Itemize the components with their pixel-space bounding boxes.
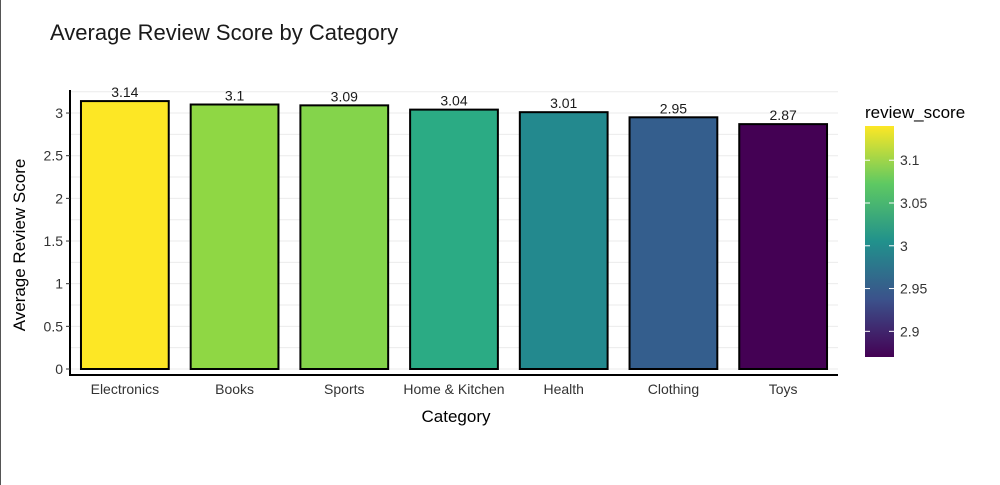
- x-tick-label: Toys: [769, 381, 798, 397]
- data-label: 3.01: [550, 95, 577, 111]
- bars: [79, 100, 829, 371]
- legend-colorbar: [865, 126, 894, 357]
- y-tick-label: 1.5: [44, 233, 64, 249]
- data-label: 3.04: [440, 93, 467, 109]
- bar-clothing: [628, 116, 719, 370]
- legend-tick-label: 3: [900, 238, 908, 254]
- data-labels: 3.14 3.1 3.09 3.04 3.01 2.95 2.87: [111, 84, 797, 123]
- data-label: 2.87: [770, 107, 797, 123]
- color-legend: review_score 2.9 2.95 3 3.05 3.1: [865, 103, 965, 357]
- y-tick-label: 2.5: [44, 148, 64, 164]
- data-label: 3.1: [225, 88, 245, 104]
- data-label: 3.09: [331, 88, 358, 104]
- legend-tick-label: 3.05: [900, 195, 927, 211]
- bar-books: [189, 103, 280, 371]
- y-tick-label: 1: [55, 276, 63, 292]
- data-label: 3.14: [111, 84, 138, 100]
- legend-title: review_score: [865, 103, 965, 122]
- y-tick-label: 3: [55, 105, 63, 121]
- x-tick-label: Books: [215, 381, 254, 397]
- data-label: 2.95: [660, 100, 687, 116]
- x-tick-label: Electronics: [91, 381, 159, 397]
- y-tick-label: 2: [55, 190, 63, 206]
- x-tick-label: Sports: [324, 381, 364, 397]
- x-tick-label: Clothing: [648, 381, 699, 397]
- window-left-border: [0, 0, 1, 485]
- legend-tick-label: 2.9: [900, 323, 920, 339]
- axes: Electronics Books Sports Home & Kitchen Heal…: [44, 90, 838, 397]
- y-tick-label: 0.5: [44, 318, 64, 334]
- legend-tick-label: 2.95: [900, 281, 927, 297]
- bar-home-kitchen: [409, 108, 499, 371]
- bar-health: [518, 111, 609, 371]
- bar-sports: [299, 104, 390, 371]
- x-tick-label: Home & Kitchen: [403, 381, 504, 397]
- x-tick-label: Health: [543, 381, 583, 397]
- legend-tick-label: 3.1: [900, 152, 920, 168]
- y-axis-title: Average Review Score: [10, 159, 29, 332]
- x-axis-title: Category: [422, 407, 491, 426]
- y-tick-label: 0: [55, 361, 63, 377]
- bar-electronics: [79, 100, 170, 371]
- bar-toys: [738, 123, 829, 371]
- chart-title: Average Review Score by Category: [50, 20, 398, 45]
